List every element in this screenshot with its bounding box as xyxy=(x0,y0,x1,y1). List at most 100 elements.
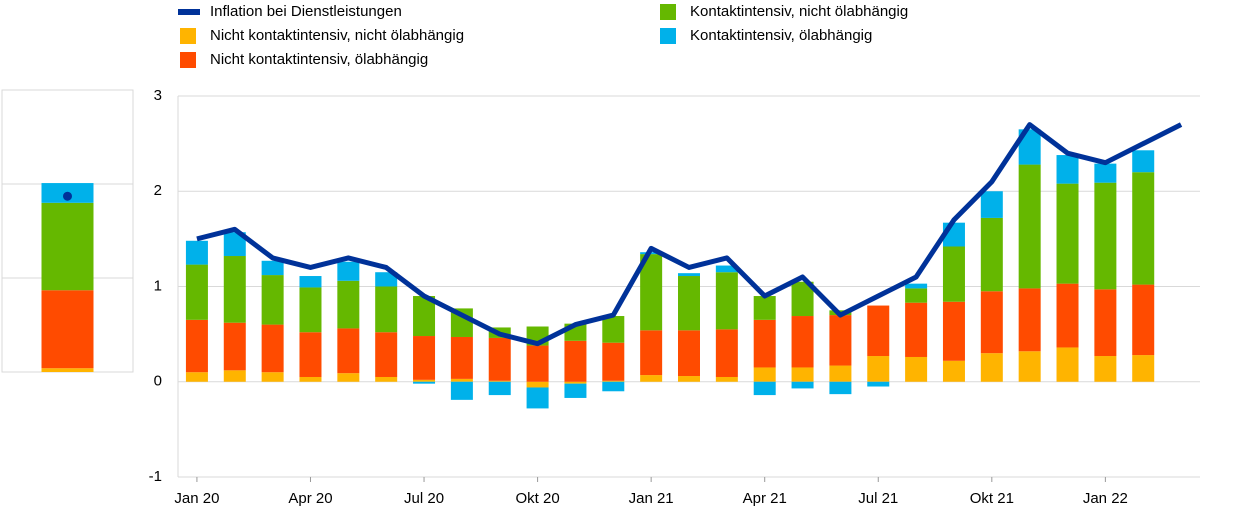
bar xyxy=(337,373,360,382)
bar xyxy=(1018,288,1041,352)
bar xyxy=(640,375,663,382)
bar xyxy=(1132,284,1155,356)
bar xyxy=(1018,129,1041,165)
bar xyxy=(261,260,284,276)
bar xyxy=(375,332,398,377)
legend-line xyxy=(178,9,200,15)
bar xyxy=(375,376,398,382)
bar xyxy=(829,315,852,366)
bar xyxy=(980,191,1003,218)
bar xyxy=(299,287,322,333)
bar xyxy=(413,336,436,380)
bar xyxy=(488,381,511,396)
bar xyxy=(299,276,322,288)
bar xyxy=(602,316,625,343)
bar xyxy=(602,342,625,381)
legend-swatch xyxy=(180,28,196,44)
bar xyxy=(829,365,852,382)
bar xyxy=(1018,351,1041,382)
y-tick-label: 1 xyxy=(154,277,162,294)
bar xyxy=(261,324,284,373)
bar xyxy=(678,276,700,331)
bar xyxy=(299,332,322,377)
bar xyxy=(1056,347,1079,382)
bar xyxy=(678,273,700,277)
bar xyxy=(413,296,436,337)
bar xyxy=(299,376,322,382)
legend-label: Nicht kontaktintensiv, nicht ölabhängig xyxy=(210,27,464,44)
bar xyxy=(223,322,246,371)
bar xyxy=(375,286,398,333)
bar xyxy=(715,265,738,273)
bar xyxy=(41,202,94,291)
bar xyxy=(640,330,663,376)
bar xyxy=(223,256,246,323)
bar xyxy=(1132,150,1155,173)
bar xyxy=(942,301,965,361)
bar xyxy=(223,370,246,382)
x-tick-label: Jan 21 xyxy=(629,490,674,507)
bar xyxy=(337,328,360,374)
bar xyxy=(41,368,94,372)
bar xyxy=(185,240,208,265)
bar xyxy=(678,330,700,377)
bar xyxy=(715,329,738,377)
bar xyxy=(1094,289,1117,357)
bar xyxy=(867,381,890,387)
bar xyxy=(450,378,473,382)
x-tick-label: Apr 21 xyxy=(743,490,787,507)
bar xyxy=(413,381,436,384)
bar xyxy=(942,246,965,302)
bar xyxy=(980,353,1003,382)
bar xyxy=(602,381,625,392)
legend-swatch xyxy=(180,52,196,68)
bar xyxy=(488,380,511,382)
bar xyxy=(980,291,1003,354)
bar xyxy=(261,372,284,382)
bar xyxy=(337,261,360,281)
legend-label: Kontaktintensiv, nicht ölabhängig xyxy=(690,3,908,20)
y-tick-label: 3 xyxy=(154,87,162,104)
bar xyxy=(261,275,284,325)
bar xyxy=(602,380,625,382)
bar xyxy=(791,367,814,382)
x-tick-label: Apr 20 xyxy=(288,490,332,507)
bar xyxy=(526,381,549,388)
x-tick-label: Okt 21 xyxy=(970,490,1014,507)
bar xyxy=(375,272,398,287)
bar xyxy=(753,367,776,382)
bar xyxy=(223,232,246,257)
bar xyxy=(337,280,360,329)
x-tick-label: Okt 20 xyxy=(515,490,559,507)
bar xyxy=(905,302,928,357)
bar xyxy=(791,316,814,368)
bar xyxy=(867,305,890,357)
bar xyxy=(640,254,663,331)
bar xyxy=(829,381,852,395)
bar xyxy=(564,383,587,398)
x-tick-label: Jan 20 xyxy=(174,490,219,507)
bar xyxy=(980,217,1003,292)
bar xyxy=(1094,356,1117,382)
bar xyxy=(185,319,208,373)
bar xyxy=(1056,155,1079,184)
bar xyxy=(185,372,208,382)
bar xyxy=(526,387,549,409)
y-tick-label: 2 xyxy=(154,182,162,199)
bar xyxy=(678,376,700,382)
bar xyxy=(1094,182,1117,290)
marker xyxy=(63,191,72,201)
bar xyxy=(41,290,94,369)
legend-label: Kontaktintensiv, ölabhängig xyxy=(690,27,872,44)
bar xyxy=(753,381,776,396)
bar xyxy=(450,381,473,400)
y-tick-label: 0 xyxy=(154,373,162,390)
bar xyxy=(526,345,549,382)
bar xyxy=(791,381,814,389)
bar xyxy=(488,337,511,381)
bar xyxy=(450,336,473,379)
bar xyxy=(1056,283,1079,348)
legend-label: Inflation bei Dienstleistungen xyxy=(210,3,402,20)
legend-swatch xyxy=(660,28,676,44)
